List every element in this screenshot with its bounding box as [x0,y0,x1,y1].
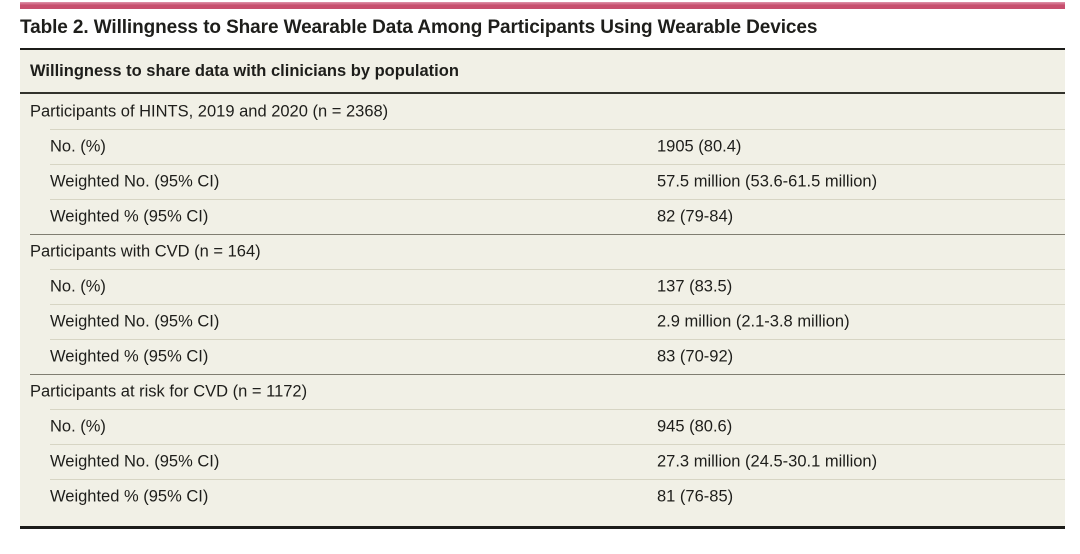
row-value: 137 (83.5) [657,277,733,295]
table-row: No. (%) 945 (80.6) [20,409,1065,444]
table-footer-padding [20,514,1065,526]
row-value: 83 (70-92) [657,347,734,365]
table-bottom-rule [20,526,1065,529]
row-separator [50,304,1065,305]
row-label: Weighted No. (95% CI) [50,452,220,470]
table-row: Weighted % (95% CI) 81 (76-85) [20,479,1065,514]
row-value: 27.3 million (24.5-30.1 million) [657,452,878,470]
row-label: Weighted % (95% CI) [50,347,209,365]
row-label: No. (%) [50,417,106,435]
table-column-header: Willingness to share data with clinician… [20,50,1065,94]
row-label: Weighted % (95% CI) [50,207,209,225]
row-value: 57.5 million (53.6-61.5 million) [657,172,878,190]
section-header-label: Participants at risk for CVD (n = 1172) [30,382,308,400]
row-value: 1905 (80.4) [657,137,742,155]
section-separator [30,374,1065,375]
section-header: Participants with CVD (n = 164) [20,234,1065,269]
section-header: Participants at risk for CVD (n = 1172) [20,374,1065,409]
table-row: Weighted % (95% CI) 83 (70-92) [20,339,1065,374]
table-title: Table 2. Willingness to Share Wearable D… [20,9,1065,50]
article-table-figure: Table 2. Willingness to Share Wearable D… [20,0,1065,529]
section-separator [30,234,1065,235]
row-value: 2.9 million (2.1-3.8 million) [657,312,850,330]
section-header-label: Participants of HINTS, 2019 and 2020 (n … [30,102,389,120]
row-separator [50,269,1065,270]
table-row: No. (%) 137 (83.5) [20,269,1065,304]
row-label: No. (%) [50,137,106,155]
row-label: No. (%) [50,277,106,295]
row-separator [50,444,1065,445]
table-row: Weighted % (95% CI) 82 (79-84) [20,199,1065,234]
data-table: Willingness to share data with clinician… [20,50,1065,526]
row-separator [50,164,1065,165]
table-row: Weighted No. (95% CI) 27.3 million (24.5… [20,444,1065,479]
table-row: Weighted No. (95% CI) 2.9 million (2.1-3… [20,304,1065,339]
row-label: Weighted % (95% CI) [50,487,209,505]
table-row: Weighted No. (95% CI) 57.5 million (53.6… [20,164,1065,199]
table-header-label: Willingness to share data with clinician… [30,61,459,80]
row-separator [50,409,1065,410]
row-label: Weighted No. (95% CI) [50,172,220,190]
table-row: No. (%) 1905 (80.4) [20,129,1065,164]
row-separator [50,199,1065,200]
row-value: 945 (80.6) [657,417,733,435]
row-value: 82 (79-84) [657,207,734,225]
accent-bar [20,2,1065,9]
section-header-label: Participants with CVD (n = 164) [30,242,261,260]
row-value: 81 (76-85) [657,487,734,505]
row-separator [50,479,1065,480]
section-header: Participants of HINTS, 2019 and 2020 (n … [20,94,1065,129]
row-separator [50,129,1065,130]
row-separator [50,339,1065,340]
row-label: Weighted No. (95% CI) [50,312,220,330]
